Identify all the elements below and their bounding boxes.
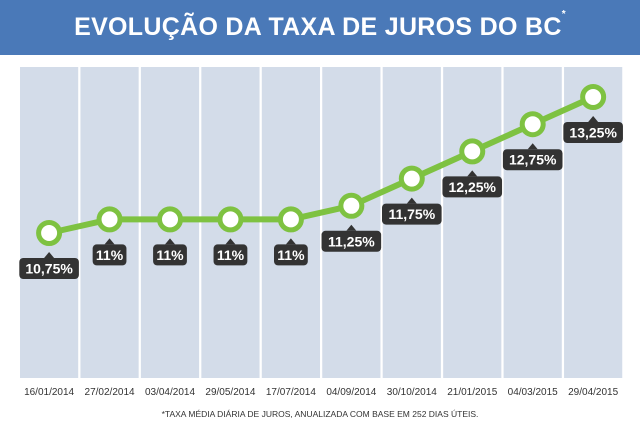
data-label-text: 11,25%: [328, 233, 375, 249]
x-tick-label: 30/10/2014: [387, 387, 437, 398]
data-label-pointer: [406, 197, 417, 204]
data-label-text: 11%: [217, 247, 245, 263]
data-label-pointer: [527, 143, 538, 150]
data-label-pointer: [467, 170, 478, 177]
title-bar: EVOLUÇÃO DA TAXA DE JUROS DO BC*: [0, 0, 640, 55]
data-point: [36, 220, 63, 246]
x-tick-label: 29/04/2015: [568, 387, 618, 398]
data-label: 11%: [92, 238, 127, 266]
data-label-text: 11%: [96, 247, 124, 263]
category-column: [443, 67, 502, 378]
data-label: 11%: [213, 238, 248, 266]
data-label-box: [382, 203, 442, 225]
data-point: [96, 206, 123, 233]
data-labels: 10,75% 11% 11% 11% 11% 11,25% 11,75% 12,25% 12,7…: [19, 116, 623, 279]
data-label-box: [502, 149, 563, 171]
chart-title-text: EVOLUÇÃO DA TAXA DE JUROS DO BC: [74, 13, 562, 41]
data-point: [277, 206, 304, 233]
data-label-box: [274, 244, 308, 266]
x-tick-label: 04/03/2015: [508, 387, 558, 398]
data-label-pointer: [285, 238, 296, 245]
data-label: 11,25%: [321, 224, 382, 252]
data-point: [580, 84, 607, 110]
data-point: [217, 206, 244, 233]
category-column: [564, 67, 623, 378]
data-label-text: 10,75%: [25, 261, 73, 277]
line-chart: 10,75% 11% 11% 11% 11% 11,25% 11,75% 12,25% 12,7…: [19, 67, 623, 398]
data-label: 10,75%: [19, 252, 79, 279]
x-tick-label: 29/05/2014: [205, 387, 255, 398]
data-label-box: [92, 244, 127, 266]
data-label-text: 11%: [156, 247, 184, 263]
footnote: *TAXA MÉDIA DIÁRIA DE JUROS, ANUALIZADA …: [161, 409, 479, 419]
data-label: 11%: [153, 238, 187, 266]
data-point: [157, 206, 183, 233]
x-tick-label: 27/02/2014: [85, 387, 135, 398]
data-label-text: 11,75%: [388, 206, 435, 222]
chart-title-footnote-mark: *: [561, 9, 566, 20]
data-label: 11,75%: [382, 197, 442, 225]
x-tick-label: 03/04/2014: [145, 387, 195, 398]
data-label-pointer: [165, 238, 175, 245]
data-points: [36, 84, 607, 246]
data-label-text: 12,75%: [509, 152, 557, 168]
data-label-pointer: [104, 238, 115, 245]
x-tick-label: 04/09/2014: [326, 387, 376, 398]
data-point: [398, 165, 425, 192]
data-label-box: [563, 122, 623, 143]
data-label-pointer: [225, 238, 236, 245]
data-label: 12,25%: [442, 170, 503, 198]
data-label: 13,25%: [563, 116, 623, 143]
x-tick-label: 21/01/2015: [447, 387, 497, 398]
series-line-path: [48, 94, 595, 236]
data-label-text: 13,25%: [569, 125, 617, 141]
data-label-box: [19, 258, 79, 279]
data-label-text: 11%: [277, 247, 305, 263]
data-label-box: [153, 244, 187, 266]
series-line: [48, 94, 595, 236]
data-label-pointer: [588, 116, 599, 122]
data-label: 11%: [274, 238, 308, 266]
x-tick-label: 16/01/2014: [24, 387, 74, 398]
data-point: [338, 192, 365, 219]
category-column: [322, 67, 381, 378]
data-label: 12,75%: [502, 143, 563, 171]
data-point: [459, 138, 486, 165]
data-label-box: [213, 244, 248, 266]
chart-title: EVOLUÇÃO DA TAXA DE JUROS DO BC*: [74, 9, 566, 42]
data-label-text: 12,25%: [449, 179, 497, 195]
x-axis-tick-labels: 16/01/2014 27/02/2014 03/04/2014 29/05/2014…: [24, 387, 619, 398]
data-point: [519, 111, 546, 138]
data-label-pointer: [346, 224, 357, 231]
data-label-box: [321, 230, 382, 252]
data-label-pointer: [44, 252, 55, 258]
x-tick-label: 17/07/2014: [266, 387, 316, 398]
data-label-box: [442, 176, 503, 198]
